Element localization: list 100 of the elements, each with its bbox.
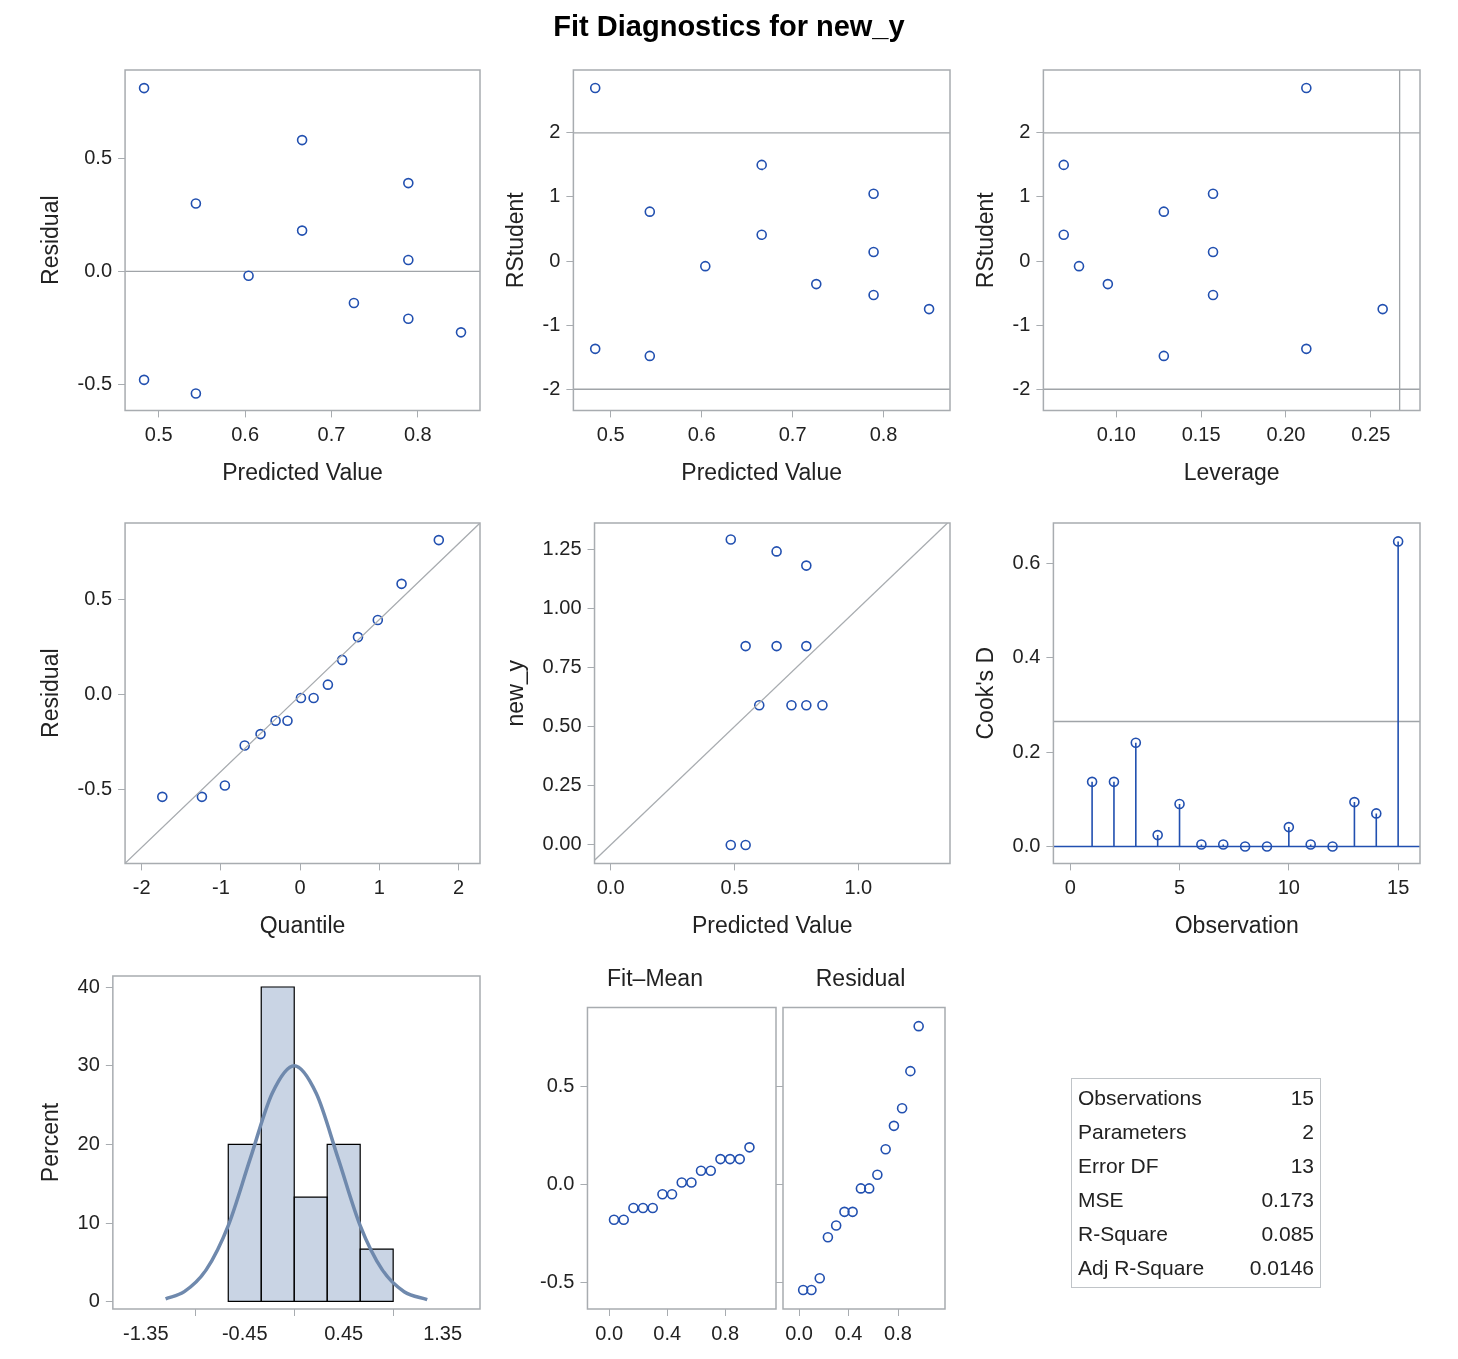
point [1370,808,1382,819]
point [801,640,812,652]
point [644,206,656,217]
point [725,534,737,545]
point [1207,246,1219,258]
point [888,1120,900,1132]
x-tick-label: 0.5 [720,875,749,898]
point [1073,260,1085,272]
y-tick-label: 0.5 [84,586,113,609]
y-tick-label: 0.0 [84,258,113,281]
point [1058,229,1070,241]
point [608,1214,620,1225]
x-axis-title: Predicted Value [222,458,383,485]
point [839,1206,850,1218]
y-axis-title: RStudent [972,191,999,289]
point [1301,82,1312,94]
y-tick-label: -0.5 [77,776,113,799]
y-axis-title: Residual [37,195,64,285]
point [433,534,445,546]
point [243,270,254,282]
y-tick-label: -1 [1012,312,1031,335]
x-tick-label: -0.45 [221,1321,268,1344]
x-tick-label: 0.7 [778,422,807,445]
x-tick-label: -1.35 [123,1321,169,1344]
x-tick-label: 0.0 [785,1321,813,1344]
x-tick-label: 0.15 [1181,422,1221,445]
point [806,1284,817,1296]
point [637,1202,649,1214]
y-axis-title: new_y [502,659,529,727]
point [868,246,879,258]
point [740,640,751,652]
point [628,1202,639,1214]
point [705,1165,717,1177]
x-tick-label: 0.6 [231,422,260,445]
point [817,699,828,711]
point [255,728,266,740]
x-tick-label: 0.4 [653,1321,682,1344]
y-tick-label: 0.50 [542,714,582,737]
point [282,715,293,727]
x-axis-title: Predicted Value [681,458,843,485]
text: 0.173 [1261,1187,1314,1213]
y-tick-label: -2 [1012,376,1031,399]
point [1217,839,1229,850]
y-tick-label: 10 [77,1210,100,1233]
x-tick-label: 0.0 [595,1321,624,1344]
text: 2 [1302,1119,1314,1145]
point [725,839,737,851]
point [618,1214,630,1225]
y-tick-label: 0.0 [546,1172,575,1195]
point [771,546,782,557]
point [1305,839,1316,850]
chart-title: Residual [815,965,906,992]
y-tick-label: 0 [549,248,561,271]
point [905,1065,916,1077]
point [644,350,656,362]
point [830,1220,842,1231]
point [403,254,414,266]
x-tick-label: 0.5 [144,422,173,445]
x-tick-label: 1.0 [844,875,873,898]
point [1196,839,1207,850]
point [196,791,208,803]
point [1392,536,1404,547]
y-tick-label: -2 [542,376,561,399]
y-tick-label: -1 [542,312,561,335]
point [734,1153,746,1165]
point [1207,289,1219,301]
point [863,1183,875,1194]
y-axis-title: Percent [37,1102,64,1183]
x-tick-label: 0.5 [596,422,625,445]
text: Adj R-Square [1078,1255,1205,1281]
text: Fit Diagnostics for new_y [552,10,906,43]
text: 0.085 [1261,1221,1314,1247]
y-tick-label: 0.75 [542,654,582,677]
point [801,699,812,711]
point [801,560,812,571]
point [756,229,767,241]
y-tick-label: 30 [77,1053,100,1076]
x-tick-label: 0.45 [324,1321,364,1344]
text: 13 [1290,1153,1314,1179]
point [372,614,384,626]
x-axis-title: Leverage [1183,458,1280,485]
point [1058,159,1070,171]
point [190,198,202,209]
text: 0.0146 [1249,1255,1314,1281]
y-tick-label: 0.00 [542,832,582,855]
point [403,177,414,189]
point [814,1273,826,1284]
point [896,1102,908,1114]
text: MSE [1078,1187,1124,1213]
point [1349,796,1360,808]
point [923,303,935,315]
line-series [163,1063,429,1302]
y-tick-label: 0.2 [1012,739,1041,762]
point [1130,737,1142,748]
point [239,740,250,751]
point [1283,821,1295,833]
x-tick-label: 0.0 [596,875,625,898]
x-tick-label: 0.10 [1096,422,1136,445]
y-tick-label: 0 [88,1289,100,1312]
y-tick-label: 0.25 [542,773,582,796]
